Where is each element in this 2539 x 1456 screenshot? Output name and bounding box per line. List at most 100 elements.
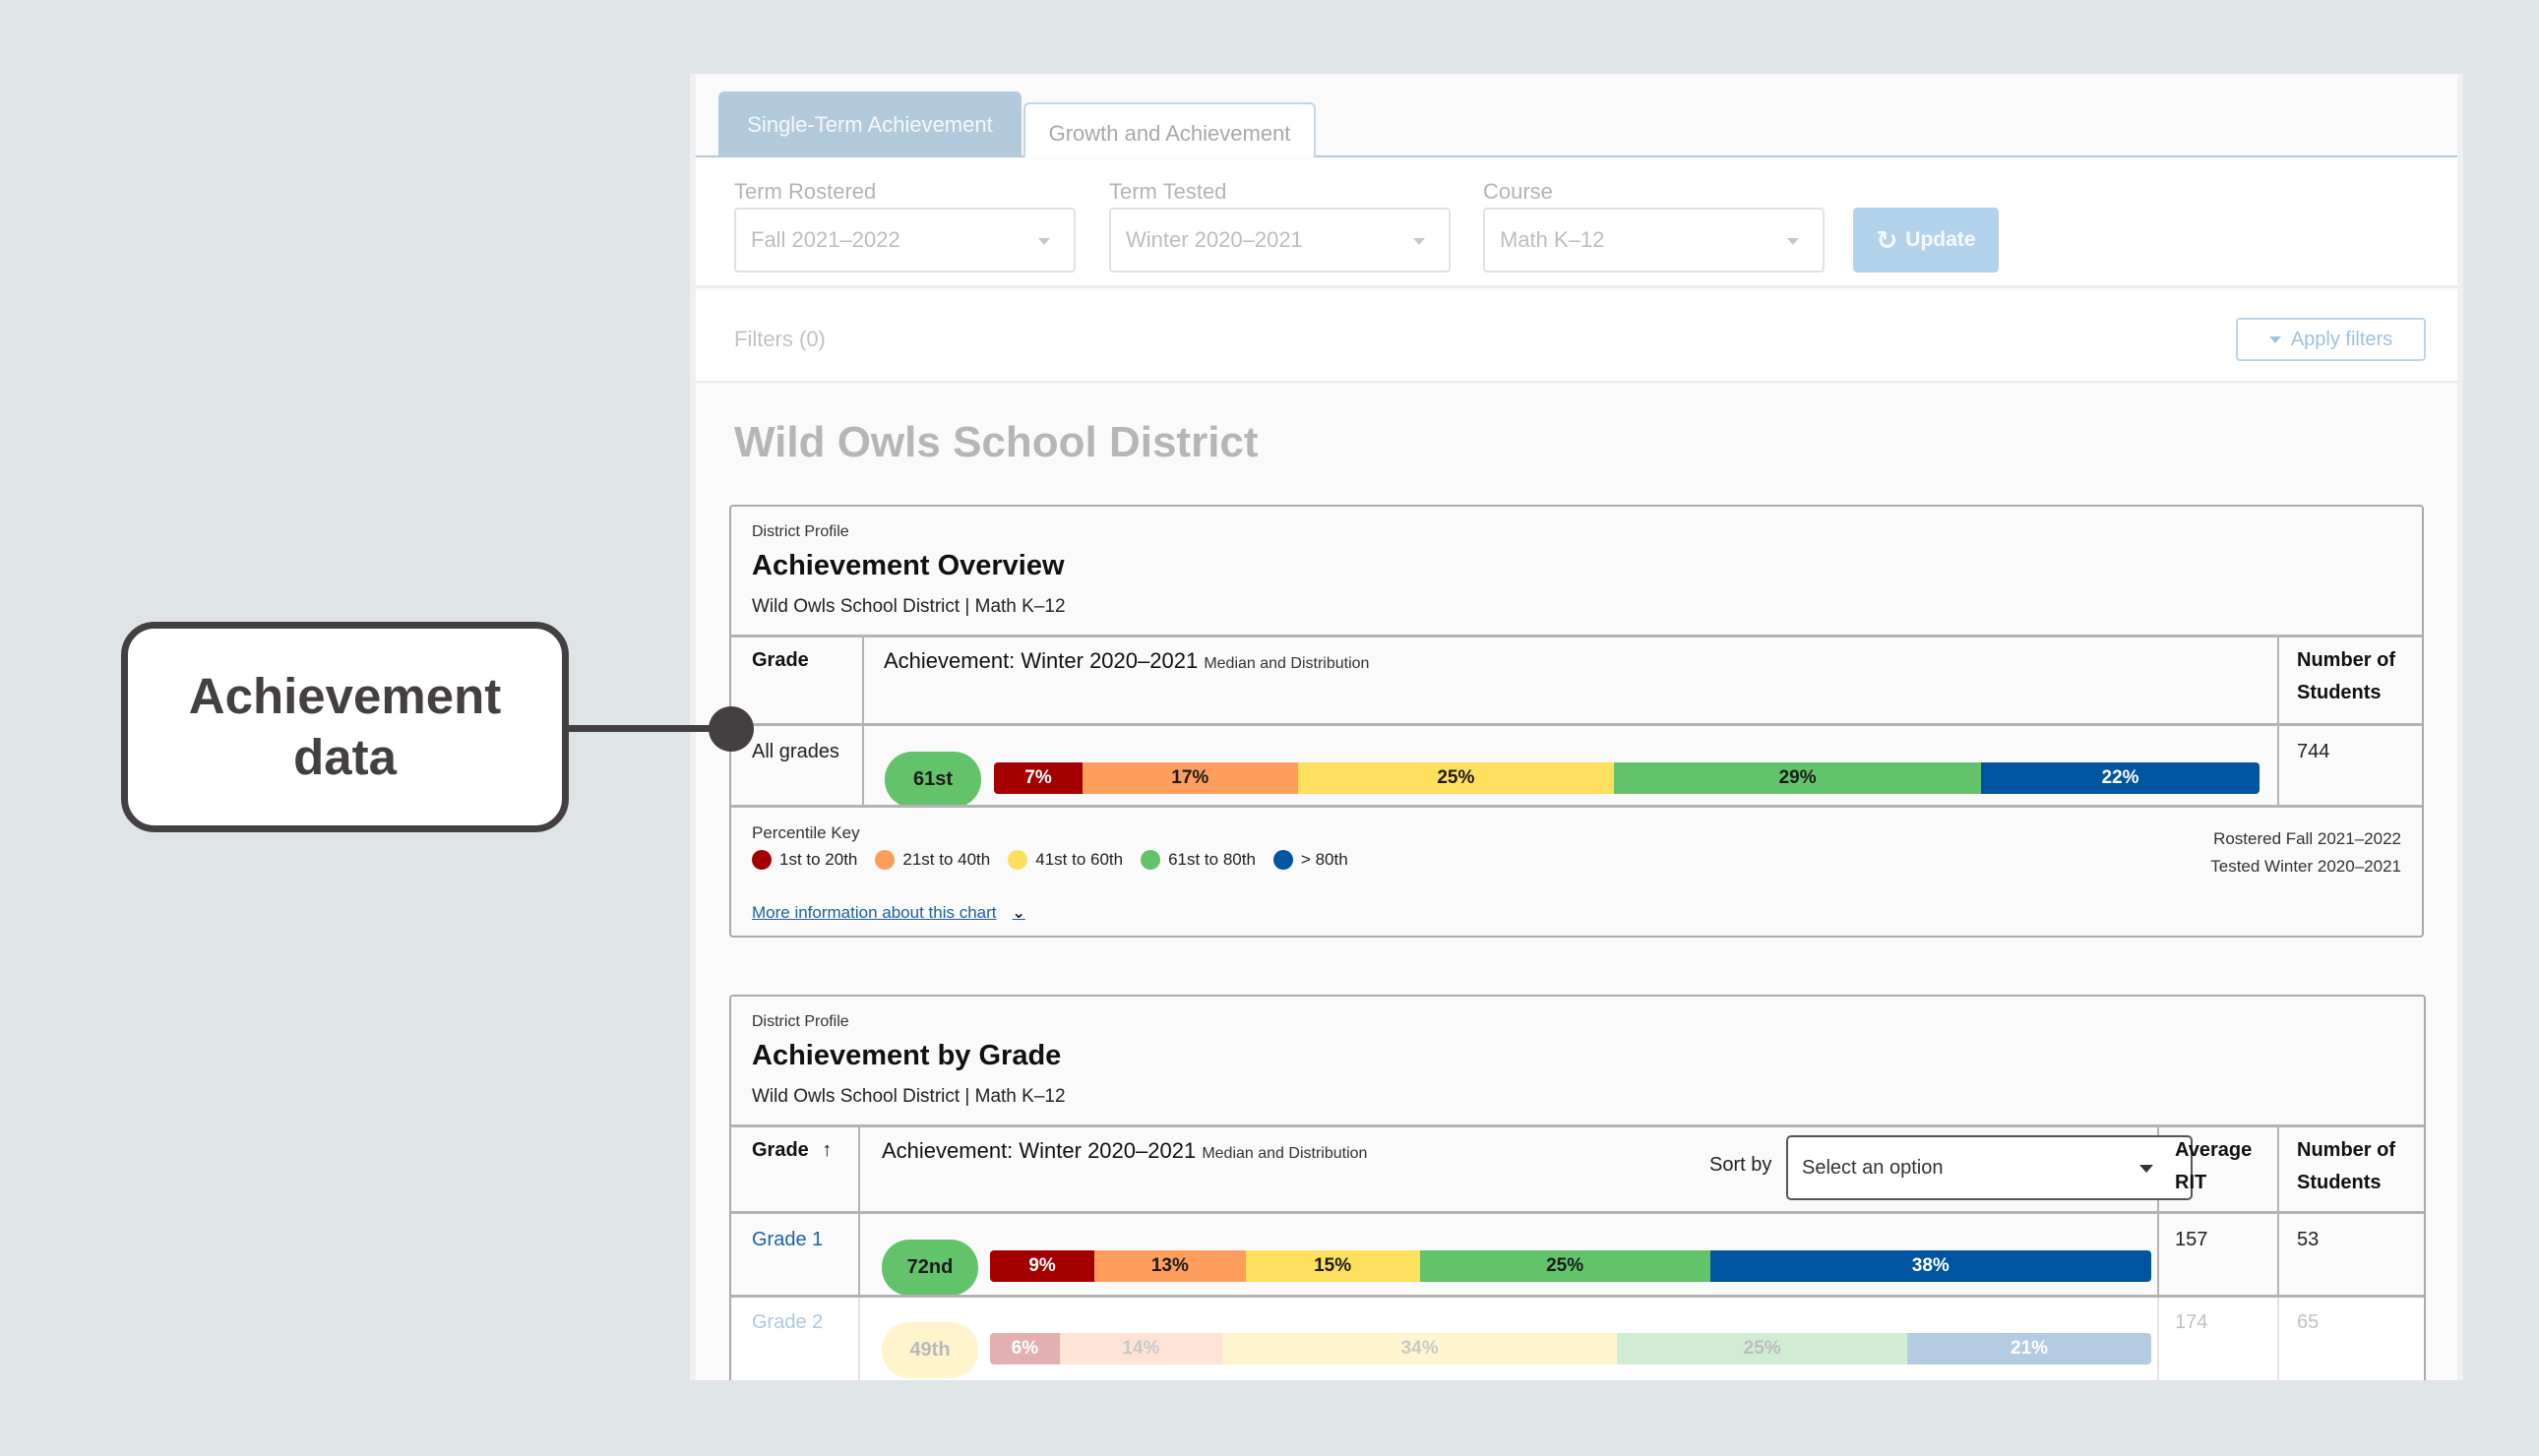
caret-down-icon	[1038, 238, 1050, 245]
achievement-overview-card: District Profile Achievement Overview Wi…	[729, 505, 2424, 938]
dot-icon	[752, 850, 772, 870]
more-information-label: More information about this chart	[752, 903, 997, 922]
achievement-header-sub: Median and Distribution	[1204, 655, 1370, 672]
term-tested-value: Winter 2020–2021	[1126, 227, 1303, 252]
segment-41st-60th: 34%	[1221, 1333, 1618, 1365]
median-badge: 61st	[885, 752, 981, 808]
distribution-bar: 7% 17% 25% 29% 22%	[994, 762, 2260, 794]
segment-61st-80th: 25%	[1419, 1250, 1710, 1282]
tab-single-term-achievement[interactable]: Single-Term Achievement	[718, 91, 1022, 157]
column-header-grade[interactable]: Grade ↑	[752, 1134, 832, 1167]
achievement-by-grade-card: District Profile Achievement by Grade Wi…	[729, 995, 2426, 1380]
term-tested-select[interactable]: Winter 2020–2021	[1109, 208, 1451, 273]
distribution-bar: 6% 14% 34% 25% 21%	[990, 1333, 2151, 1365]
column-header-achievement: Achievement: Winter 2020–2021 Median and…	[882, 1138, 1367, 1164]
term-tested-label: Term Tested	[1109, 179, 1227, 204]
row-students: 744	[2297, 741, 2330, 762]
percentile-key: 1st to 20th 21st to 40th 41st to 60th 61…	[752, 850, 1366, 870]
term-meta: Rostered Fall 2021–2022 Tested Winter 20…	[2210, 825, 2401, 880]
card-title: Achievement Overview	[752, 550, 1065, 581]
grade-header-label: Grade	[752, 1139, 809, 1161]
caret-down-icon	[2268, 335, 2281, 343]
segment-above-80th: 38%	[1709, 1250, 2151, 1282]
achievement-header-text: Achievement: Winter 2020–2021	[884, 648, 1199, 673]
column-header-students: Number of Students	[2297, 1134, 2395, 1199]
more-information-link[interactable]: More information about this chart ⌄	[752, 903, 1025, 923]
chevron-down-icon: ⌄	[1012, 905, 1025, 922]
report-controls: Term Rostered Fall 2021–2022 Term Tested…	[696, 159, 2457, 288]
segment-21st-40th: 17%	[1083, 762, 1298, 794]
course-select[interactable]: Math K–12	[1483, 208, 1825, 273]
students-header-line2: Students	[2297, 682, 2382, 703]
term-rostered-select[interactable]: Fall 2021–2022	[734, 208, 1076, 273]
refresh-icon: ↻	[1876, 224, 1898, 255]
key-item: > 80th	[1272, 850, 1348, 870]
update-button[interactable]: ↻ Update	[1853, 208, 1999, 273]
sort-by-select[interactable]: Select an option	[1786, 1135, 2193, 1200]
card-subtitle: Wild Owls School District | Math K–12	[752, 596, 1066, 617]
key-item: 61st to 80th	[1141, 850, 1256, 870]
callout-line1: Achievement	[188, 668, 502, 724]
segment-1st-20th: 9%	[990, 1250, 1095, 1282]
row-grade: All grades	[752, 741, 839, 762]
apply-filters-button[interactable]: Apply filters	[2236, 318, 2426, 361]
segment-41st-60th: 15%	[1245, 1250, 1420, 1282]
apply-filters-label: Apply filters	[2290, 328, 2393, 350]
divider	[731, 1124, 2424, 1127]
column-divider	[862, 637, 864, 807]
average-rit: 174	[2175, 1311, 2208, 1333]
column-header-average-rit: Average RIT	[2175, 1134, 2252, 1199]
segment-61st-80th: 29%	[1614, 762, 1982, 794]
report-panel: Single-Term Achievement Growth and Achie…	[690, 74, 2463, 1380]
students-header-line1: Number of	[2297, 1139, 2395, 1161]
filters-count[interactable]: Filters (0)	[734, 327, 826, 351]
dot-icon	[1008, 850, 1028, 870]
students-header-line2: Students	[2297, 1172, 2382, 1193]
callout-connector-dot	[709, 706, 754, 752]
grade-1-link[interactable]: Grade 1	[752, 1229, 824, 1250]
sort-by-placeholder: Select an option	[1802, 1156, 1944, 1179]
caret-down-icon	[1787, 238, 1799, 245]
achievement-header-text: Achievement: Winter 2020–2021	[882, 1138, 1197, 1163]
rostered-term: Rostered Fall 2021–2022	[2213, 829, 2401, 848]
median-badge: 49th	[882, 1322, 978, 1378]
key-item: 41st to 60th	[1008, 850, 1123, 870]
caret-down-icon	[1413, 238, 1425, 245]
segment-61st-80th: 25%	[1617, 1333, 1908, 1365]
key-item: 21st to 40th	[875, 850, 990, 870]
column-divider	[858, 1126, 860, 1380]
segment-above-80th: 22%	[1981, 762, 2260, 794]
segment-21st-40th: 14%	[1059, 1333, 1222, 1365]
column-divider	[2277, 1298, 2279, 1380]
median-badge: 72nd	[882, 1240, 978, 1296]
key-label: 1st to 20th	[779, 850, 858, 869]
card-eyebrow: District Profile	[752, 523, 849, 540]
students-header-line1: Number of	[2297, 649, 2395, 671]
segment-above-80th: 21%	[1907, 1333, 2151, 1365]
key-label: > 80th	[1300, 850, 1348, 869]
dot-icon	[875, 850, 896, 870]
key-label: 21st to 40th	[902, 850, 991, 869]
tab-growth-and-achievement[interactable]: Growth and Achievement	[1023, 102, 1316, 157]
dot-icon	[1272, 850, 1293, 870]
divider	[731, 805, 2422, 808]
column-divider	[858, 1298, 860, 1380]
column-divider	[2157, 1298, 2159, 1380]
key-label: 41st to 60th	[1035, 850, 1124, 869]
card-title: Achievement by Grade	[752, 1040, 1062, 1071]
number-of-students: 53	[2297, 1229, 2320, 1250]
achievement-header-sub: Median and Distribution	[1202, 1145, 1368, 1162]
column-divider	[2277, 1126, 2279, 1380]
column-header-students: Number of Students	[2297, 644, 2395, 709]
column-header-grade: Grade	[752, 649, 809, 671]
tab-bar: Single-Term Achievement Growth and Achie…	[696, 74, 2457, 157]
sort-arrow-up-icon: ↑	[822, 1139, 833, 1161]
dot-icon	[1141, 850, 1161, 870]
percentile-key-title: Percentile Key	[752, 823, 860, 842]
column-divider	[2157, 1126, 2159, 1380]
callout-achievement-data: Achievement data	[121, 622, 569, 832]
column-divider	[2277, 637, 2279, 807]
divider	[731, 635, 2422, 637]
tested-term: Tested Winter 2020–2021	[2210, 857, 2401, 876]
grade-2-link[interactable]: Grade 2	[752, 1311, 824, 1333]
